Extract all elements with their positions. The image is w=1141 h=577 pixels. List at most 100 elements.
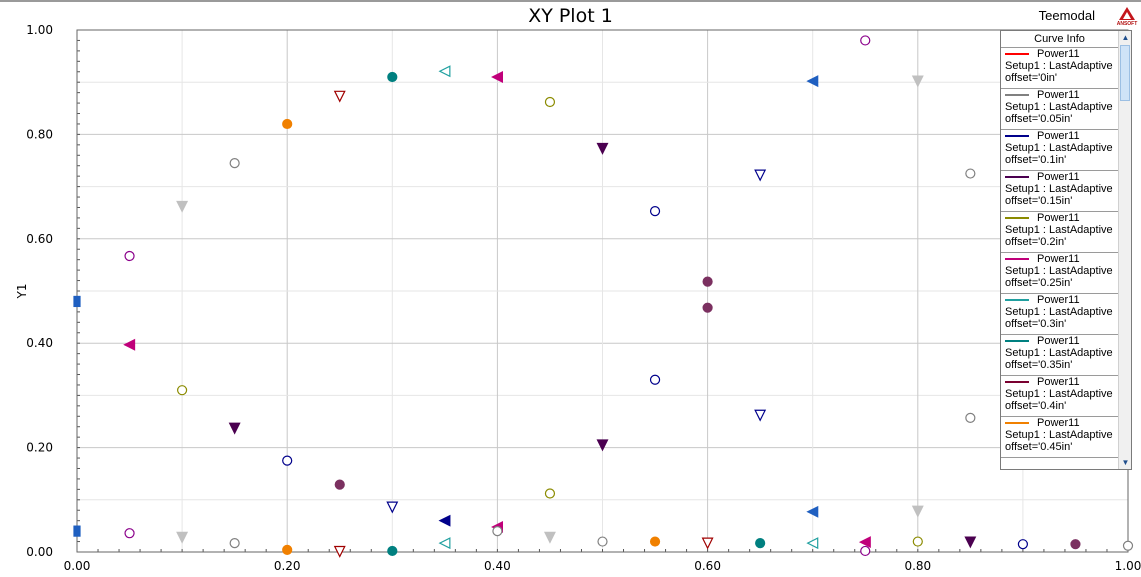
legend-variation: offset='0.25in' (1005, 277, 1073, 289)
legend-series-name: Power11 (1037, 48, 1080, 60)
data-point (333, 545, 346, 558)
data-point (1122, 540, 1134, 551)
data-point (858, 536, 871, 549)
data-point (124, 528, 135, 539)
legend-variation: offset='0.15in' (1005, 195, 1073, 207)
data-point (649, 374, 661, 385)
data-point (806, 537, 819, 550)
ansoft-logo-icon (1119, 7, 1135, 20)
legend-title: Curve Info (1001, 31, 1118, 48)
data-point (806, 505, 819, 518)
data-point (282, 544, 293, 556)
legend-variation: offset='0in' (1005, 72, 1058, 84)
data-point (860, 35, 871, 46)
legend-entry[interactable]: Power11 Setup1 : LastAdaptive offset='0.1i… (1001, 130, 1118, 171)
legend-series-name: Power11 (1037, 335, 1080, 347)
legend-series-name: Power11 (1037, 171, 1080, 183)
legend-series-name: Power11 (1037, 89, 1080, 101)
legend-entry[interactable]: Power11 Setup1 : LastAdaptive offset='0in' (1001, 48, 1118, 89)
data-point (702, 302, 713, 313)
data-point (806, 75, 819, 88)
window-top-border (0, 0, 1141, 2)
data-point (282, 118, 293, 130)
legend-setup: Setup1 : LastAdaptive (1005, 429, 1113, 441)
legend-entry[interactable]: Power11 Setup1 : LastAdaptive offset='0.45… (1001, 417, 1118, 458)
data-point (387, 545, 398, 557)
y-tick-label: 0.60 (26, 232, 53, 246)
x-tick-label: 0.80 (904, 559, 931, 573)
data-point (702, 276, 713, 287)
data-point (1017, 539, 1029, 550)
y-tick-label: 0.80 (26, 127, 53, 141)
legend-series-name: Power11 (1037, 212, 1080, 224)
legend-entry[interactable]: Power11 Setup1 : LastAdaptive offset='0.15… (1001, 171, 1118, 212)
legend-entry[interactable]: Power11 Setup1 : LastAdaptive offset='0.4i… (1001, 376, 1118, 417)
data-point (73, 295, 81, 308)
ansoft-logo: ANSOFT (1115, 6, 1139, 28)
legend-swatch (1005, 258, 1029, 260)
data-point (911, 505, 924, 518)
scroll-down-icon[interactable]: ▼ (1121, 458, 1130, 467)
legend-variation: offset='0.4in' (1005, 400, 1067, 412)
data-point (912, 536, 923, 547)
legend-swatch (1005, 217, 1029, 219)
x-tick-label: 0.40 (484, 559, 511, 573)
data-point (701, 537, 714, 550)
legend-series-name: Power11 (1037, 253, 1080, 265)
data-point (177, 385, 188, 396)
legend-swatch (1005, 176, 1029, 178)
y-tick-label: 0.20 (26, 441, 53, 455)
data-point (860, 545, 871, 557)
data-point (176, 531, 189, 544)
data-point (123, 338, 136, 351)
data-point (438, 514, 451, 527)
legend-setup: Setup1 : LastAdaptive (1005, 347, 1113, 359)
legend-entry[interactable]: Power11 Setup1 : LastAdaptive offset='0.35… (1001, 335, 1118, 376)
data-point (964, 536, 977, 549)
x-tick-label: 0.00 (64, 559, 91, 573)
data-point (596, 439, 609, 452)
data-point (597, 536, 608, 547)
scroll-up-icon[interactable]: ▲ (1121, 33, 1130, 42)
legend-variation: offset='0.35in' (1005, 359, 1073, 371)
legend-entry[interactable]: Power11 Setup1 : LastAdaptive offset='0.25… (1001, 253, 1118, 294)
data-point (649, 206, 661, 217)
data-point (544, 96, 556, 108)
y-tick-label: 0.40 (26, 336, 53, 350)
legend-variation: offset='0.2in' (1005, 236, 1067, 248)
legend-swatch (1005, 53, 1029, 55)
legend-swatch (1005, 299, 1029, 301)
legend-series-name: Power11 (1037, 130, 1080, 142)
data-point (333, 90, 346, 103)
data-point (911, 75, 924, 88)
data-point (386, 501, 399, 514)
data-point (491, 71, 503, 83)
legend-series-name: Power11 (1037, 294, 1080, 306)
legend-entry[interactable]: Power11 Setup1 : LastAdaptive offset='0.05… (1001, 89, 1118, 130)
y-tick-label: 1.00 (26, 23, 53, 37)
scroll-thumb[interactable] (1120, 45, 1130, 101)
y-axis-label: Y1 (15, 284, 29, 300)
legend-series-name: Power11 (1037, 417, 1080, 429)
legend-swatch (1005, 135, 1029, 137)
data-point (1070, 539, 1081, 550)
legend-setup: Setup1 : LastAdaptive (1005, 306, 1113, 318)
legend-setup: Setup1 : LastAdaptive (1005, 183, 1113, 195)
legend-scrollbar[interactable]: ▲ ▼ (1118, 31, 1131, 469)
legend-setup: Setup1 : LastAdaptive (1005, 101, 1113, 113)
legend-swatch (1005, 422, 1029, 424)
legend-entry[interactable]: Power11 Setup1 : LastAdaptive offset='0.3i… (1001, 294, 1118, 335)
data-point (965, 412, 976, 423)
legend-variation: offset='0.3in' (1005, 318, 1067, 330)
legend-setup: Setup1 : LastAdaptive (1005, 142, 1113, 154)
data-point (596, 142, 609, 155)
x-tick-label: 0.20 (274, 559, 301, 573)
data-point (755, 538, 766, 549)
data-point (229, 158, 240, 169)
curve-info-legend[interactable]: Curve Info Power11 Setup1 : LastAdaptive o… (1000, 30, 1132, 470)
legend-entry[interactable]: Power11 Setup1 : LastAdaptive offset='0.2i… (1001, 212, 1118, 253)
data-point (282, 455, 293, 466)
data-point (543, 531, 556, 544)
data-point (754, 169, 767, 182)
